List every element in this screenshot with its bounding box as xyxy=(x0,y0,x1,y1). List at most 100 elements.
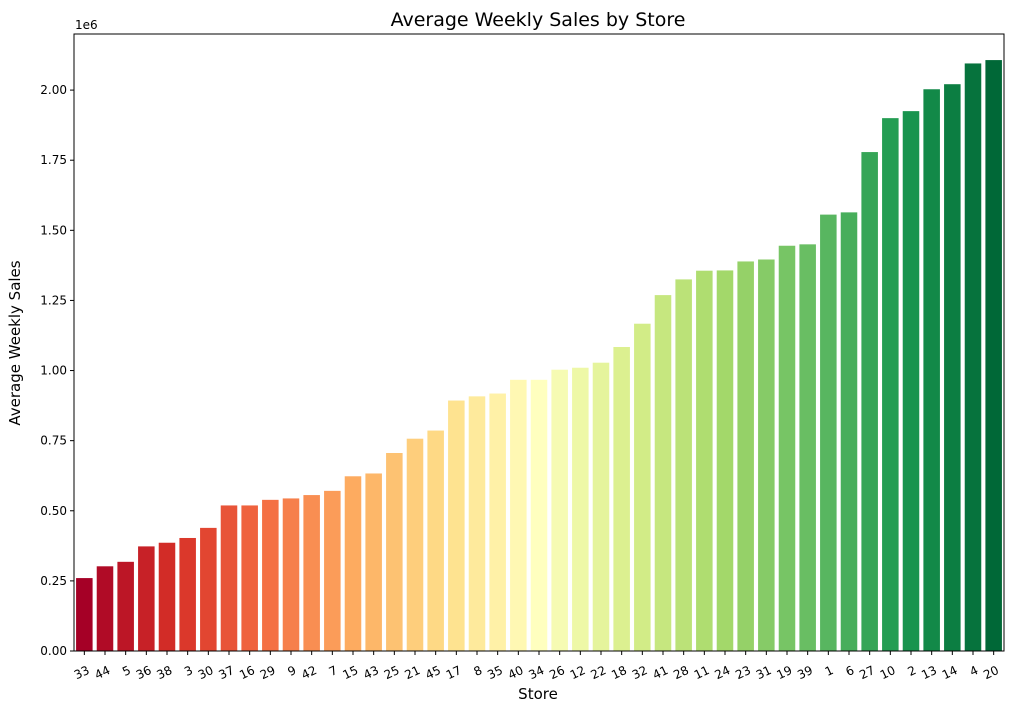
bar-store-37 xyxy=(220,505,238,651)
bar-store-17 xyxy=(448,400,465,651)
bar-store-23 xyxy=(737,261,754,651)
x-tick-label: 13 xyxy=(919,663,939,682)
x-tick-label: 41 xyxy=(651,663,671,682)
bar-store-39 xyxy=(799,244,816,651)
x-tick-label: 5 xyxy=(120,663,133,679)
bar-store-2 xyxy=(902,111,920,652)
x-tick-label: 19 xyxy=(775,663,795,682)
x-axis-label: Store xyxy=(518,685,558,703)
x-tick-label: 8 xyxy=(471,663,484,679)
bar-store-40 xyxy=(510,379,527,651)
bar-store-29 xyxy=(262,499,279,651)
bar-store-30 xyxy=(200,527,217,651)
bar-store-19 xyxy=(778,245,796,652)
x-ticks: 33 44 5 36 38 3 30 37 16 29 9 42 7 15 43 25 21 45 17 8 35 40 3… xyxy=(72,651,1001,682)
x-tick-label: 15 xyxy=(341,663,361,682)
bar-store-41 xyxy=(654,295,672,651)
bars-group xyxy=(76,60,1002,652)
x-tick-label: 12 xyxy=(568,663,588,682)
x-tick-label: 30 xyxy=(196,663,216,682)
x-tick-label: 28 xyxy=(671,663,691,682)
bar-store-4 xyxy=(964,63,982,651)
bar-store-43 xyxy=(365,473,382,651)
bar-store-1 xyxy=(820,214,837,652)
x-tick-label: 2 xyxy=(905,663,918,679)
y-tick-label: 0.75 xyxy=(40,434,67,448)
bar-store-13 xyxy=(923,89,940,651)
x-tick-label: 33 xyxy=(72,663,92,682)
bar-store-9 xyxy=(282,498,300,651)
bar-store-24 xyxy=(716,270,734,651)
x-tick-label: 32 xyxy=(630,663,650,682)
x-tick-label: 24 xyxy=(713,663,733,682)
x-tick-label: 17 xyxy=(444,663,464,682)
x-tick-label: 14 xyxy=(940,663,960,682)
x-tick-label: 29 xyxy=(258,663,278,682)
bar-store-21 xyxy=(406,438,424,651)
bar-store-15 xyxy=(344,476,362,651)
bar-store-20 xyxy=(985,60,1002,651)
x-tick-label: 7 xyxy=(327,663,340,679)
bar-store-6 xyxy=(840,212,858,651)
x-tick-label: 26 xyxy=(547,663,567,682)
bar-store-44 xyxy=(96,566,114,651)
x-tick-label: 10 xyxy=(878,663,898,682)
y-scale-label: 1e6 xyxy=(75,18,98,32)
x-tick-label: 37 xyxy=(217,663,237,682)
bar-store-10 xyxy=(882,118,899,651)
bar-store-26 xyxy=(551,369,568,651)
bar-store-7 xyxy=(324,490,341,651)
x-tick-label: 23 xyxy=(733,663,753,682)
x-tick-label: 1 xyxy=(823,663,836,679)
y-tick-label: 1.00 xyxy=(40,364,67,378)
x-tick-label: 16 xyxy=(237,663,257,682)
x-tick-label: 31 xyxy=(754,663,774,682)
bar-store-33 xyxy=(76,578,93,651)
x-tick-label: 11 xyxy=(692,663,712,682)
bar-store-35 xyxy=(489,393,506,651)
bar-store-18 xyxy=(613,346,630,651)
bar-store-36 xyxy=(138,546,155,651)
bar-store-3 xyxy=(179,537,196,651)
y-ticks: 0.00 0.25 0.50 0.75 1.00 1.25 1.50 1.75 2.00 xyxy=(40,83,74,658)
bar-store-34 xyxy=(530,379,548,651)
x-tick-label: 20 xyxy=(981,663,1001,682)
x-tick-label: 25 xyxy=(382,663,402,682)
x-tick-label: 43 xyxy=(361,663,381,682)
bar-store-12 xyxy=(572,367,589,651)
x-tick-label: 45 xyxy=(423,663,443,682)
bar-store-31 xyxy=(758,259,775,651)
bar-store-8 xyxy=(468,396,486,651)
y-tick-label: 1.25 xyxy=(40,293,67,307)
y-tick-label: 0.00 xyxy=(40,644,67,658)
x-tick-label: 40 xyxy=(506,663,526,682)
x-tick-label: 44 xyxy=(93,663,113,682)
x-tick-label: 6 xyxy=(843,663,856,679)
x-tick-label: 35 xyxy=(485,663,505,682)
bar-store-25 xyxy=(386,453,403,651)
bar-store-42 xyxy=(303,495,320,651)
x-tick-label: 21 xyxy=(403,663,423,682)
y-tick-label: 1.50 xyxy=(40,223,67,237)
bar-store-16 xyxy=(241,505,258,651)
x-tick-label: 34 xyxy=(527,663,547,682)
x-tick-label: 27 xyxy=(857,663,877,682)
bar-store-14 xyxy=(944,84,961,651)
y-tick-label: 1.75 xyxy=(40,153,67,167)
bar-store-5 xyxy=(117,561,134,651)
x-tick-label: 3 xyxy=(182,663,195,679)
bar-store-32 xyxy=(634,323,651,651)
bar-store-27 xyxy=(861,152,878,651)
x-tick-label: 36 xyxy=(134,663,154,682)
x-tick-label: 9 xyxy=(285,663,298,679)
bar-store-22 xyxy=(592,362,610,651)
x-tick-label: 18 xyxy=(609,663,629,682)
bar-store-11 xyxy=(696,270,713,651)
bar-store-28 xyxy=(675,279,692,651)
y-tick-label: 0.25 xyxy=(40,574,67,588)
x-tick-label: 22 xyxy=(589,663,609,682)
x-tick-label: 39 xyxy=(795,663,815,682)
y-tick-label: 2.00 xyxy=(40,83,67,97)
y-tick-label: 0.50 xyxy=(40,504,67,518)
